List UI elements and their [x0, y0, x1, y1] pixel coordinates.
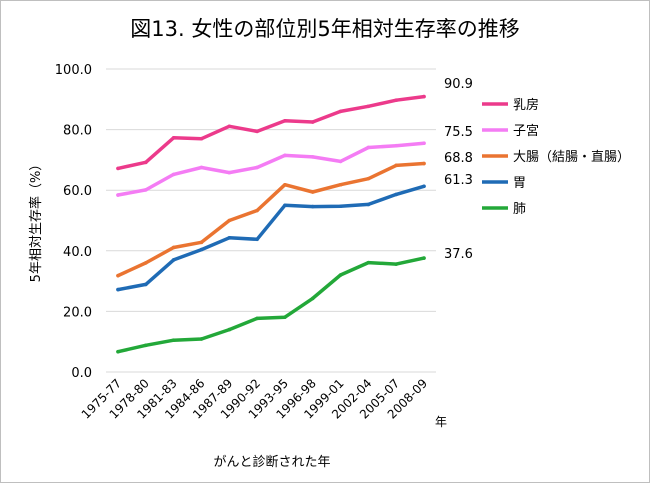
data-point — [144, 343, 148, 348]
data-point — [199, 337, 204, 341]
data-point — [227, 170, 232, 175]
y-tick-label: 60.0 — [63, 184, 92, 199]
data-point — [171, 338, 176, 342]
data-point — [255, 165, 259, 170]
data-point — [116, 273, 120, 278]
data-point — [366, 176, 371, 181]
legend-entry: 子宮 — [513, 123, 539, 139]
series-line — [116, 184, 426, 292]
data-point — [366, 260, 371, 265]
data-point — [171, 258, 176, 262]
data-point — [394, 98, 398, 103]
data-point — [255, 208, 259, 213]
data-point — [366, 104, 371, 109]
data-point — [310, 296, 315, 301]
data-point — [116, 349, 120, 354]
data-point — [366, 202, 371, 207]
data-point — [310, 155, 315, 159]
legend-entry: 胃 — [513, 176, 526, 191]
data-point — [227, 124, 232, 129]
data-point — [283, 153, 287, 158]
y-tick-label: 100.0 — [55, 63, 92, 78]
data-point — [338, 109, 343, 114]
end-value-label: 75.5 — [444, 125, 473, 140]
data-point — [144, 160, 148, 165]
y-tick-label: 80.0 — [63, 124, 92, 139]
data-point — [283, 119, 287, 123]
y-tick-label: 40.0 — [63, 245, 92, 260]
x-axis-label: がんと診断された年 — [213, 454, 330, 470]
data-point — [394, 192, 398, 197]
data-point — [394, 163, 398, 168]
data-point — [255, 237, 259, 242]
y-tick-label: 0.0 — [71, 366, 92, 381]
data-point — [171, 245, 176, 250]
data-point — [394, 262, 398, 266]
data-point — [366, 145, 371, 150]
data-point — [227, 327, 232, 332]
y-tick-labels: 0.0 20.0 40.0 60.0 80.0 100.0 — [55, 63, 92, 381]
data-point — [171, 135, 176, 140]
data-point — [144, 282, 148, 287]
data-point — [338, 273, 343, 277]
series-line — [116, 161, 426, 278]
data-point — [422, 161, 426, 166]
x-unit-label: 年 — [435, 415, 447, 429]
series-line — [116, 141, 426, 197]
data-point — [310, 190, 315, 194]
data-point — [171, 172, 176, 177]
data-point — [199, 240, 204, 245]
data-point — [199, 247, 204, 252]
end-value-label: 37.6 — [444, 247, 473, 262]
data-point — [310, 204, 315, 209]
data-point — [144, 188, 148, 192]
data-point — [310, 120, 315, 124]
data-point — [283, 315, 287, 319]
data-point — [283, 203, 287, 208]
data-point — [338, 159, 343, 164]
data-point — [338, 204, 343, 209]
data-point — [422, 141, 426, 146]
data-point — [227, 235, 232, 240]
data-point — [422, 184, 426, 189]
end-value-label: 68.8 — [444, 151, 473, 166]
end-value-labels: 90.9 75.5 68.8 61.3 37.6 — [444, 77, 473, 262]
data-point — [199, 136, 204, 141]
chart-title: 図13. 女性の部位別5年相対生存率の推移 — [130, 17, 519, 41]
data-point — [116, 193, 120, 197]
end-value-label: 90.9 — [444, 77, 473, 92]
data-point — [422, 94, 426, 99]
gridlines — [106, 68, 436, 373]
data-point — [338, 182, 343, 187]
legend-entry: 大腸（結腸・直腸） — [513, 150, 630, 165]
series-line — [116, 256, 426, 354]
end-value-label: 61.3 — [444, 173, 473, 188]
data-point — [199, 165, 204, 170]
legend-entry: 肺 — [513, 202, 526, 217]
series-lines — [116, 94, 426, 354]
data-point — [116, 166, 120, 171]
data-point — [394, 143, 398, 148]
x-tick-labels: 1975-771978-801981-831984-861987-891990-… — [79, 376, 430, 421]
data-point — [255, 316, 259, 321]
series-line — [116, 94, 426, 171]
legend-entry: 乳房 — [513, 97, 539, 113]
y-axis-label: 5年相対生存率（%） — [28, 158, 44, 283]
data-point — [283, 182, 287, 187]
data-point — [255, 129, 259, 134]
y-tick-label: 20.0 — [63, 305, 92, 320]
data-point — [227, 218, 232, 223]
data-point — [116, 287, 120, 292]
data-point — [422, 256, 426, 260]
data-point — [144, 261, 148, 265]
